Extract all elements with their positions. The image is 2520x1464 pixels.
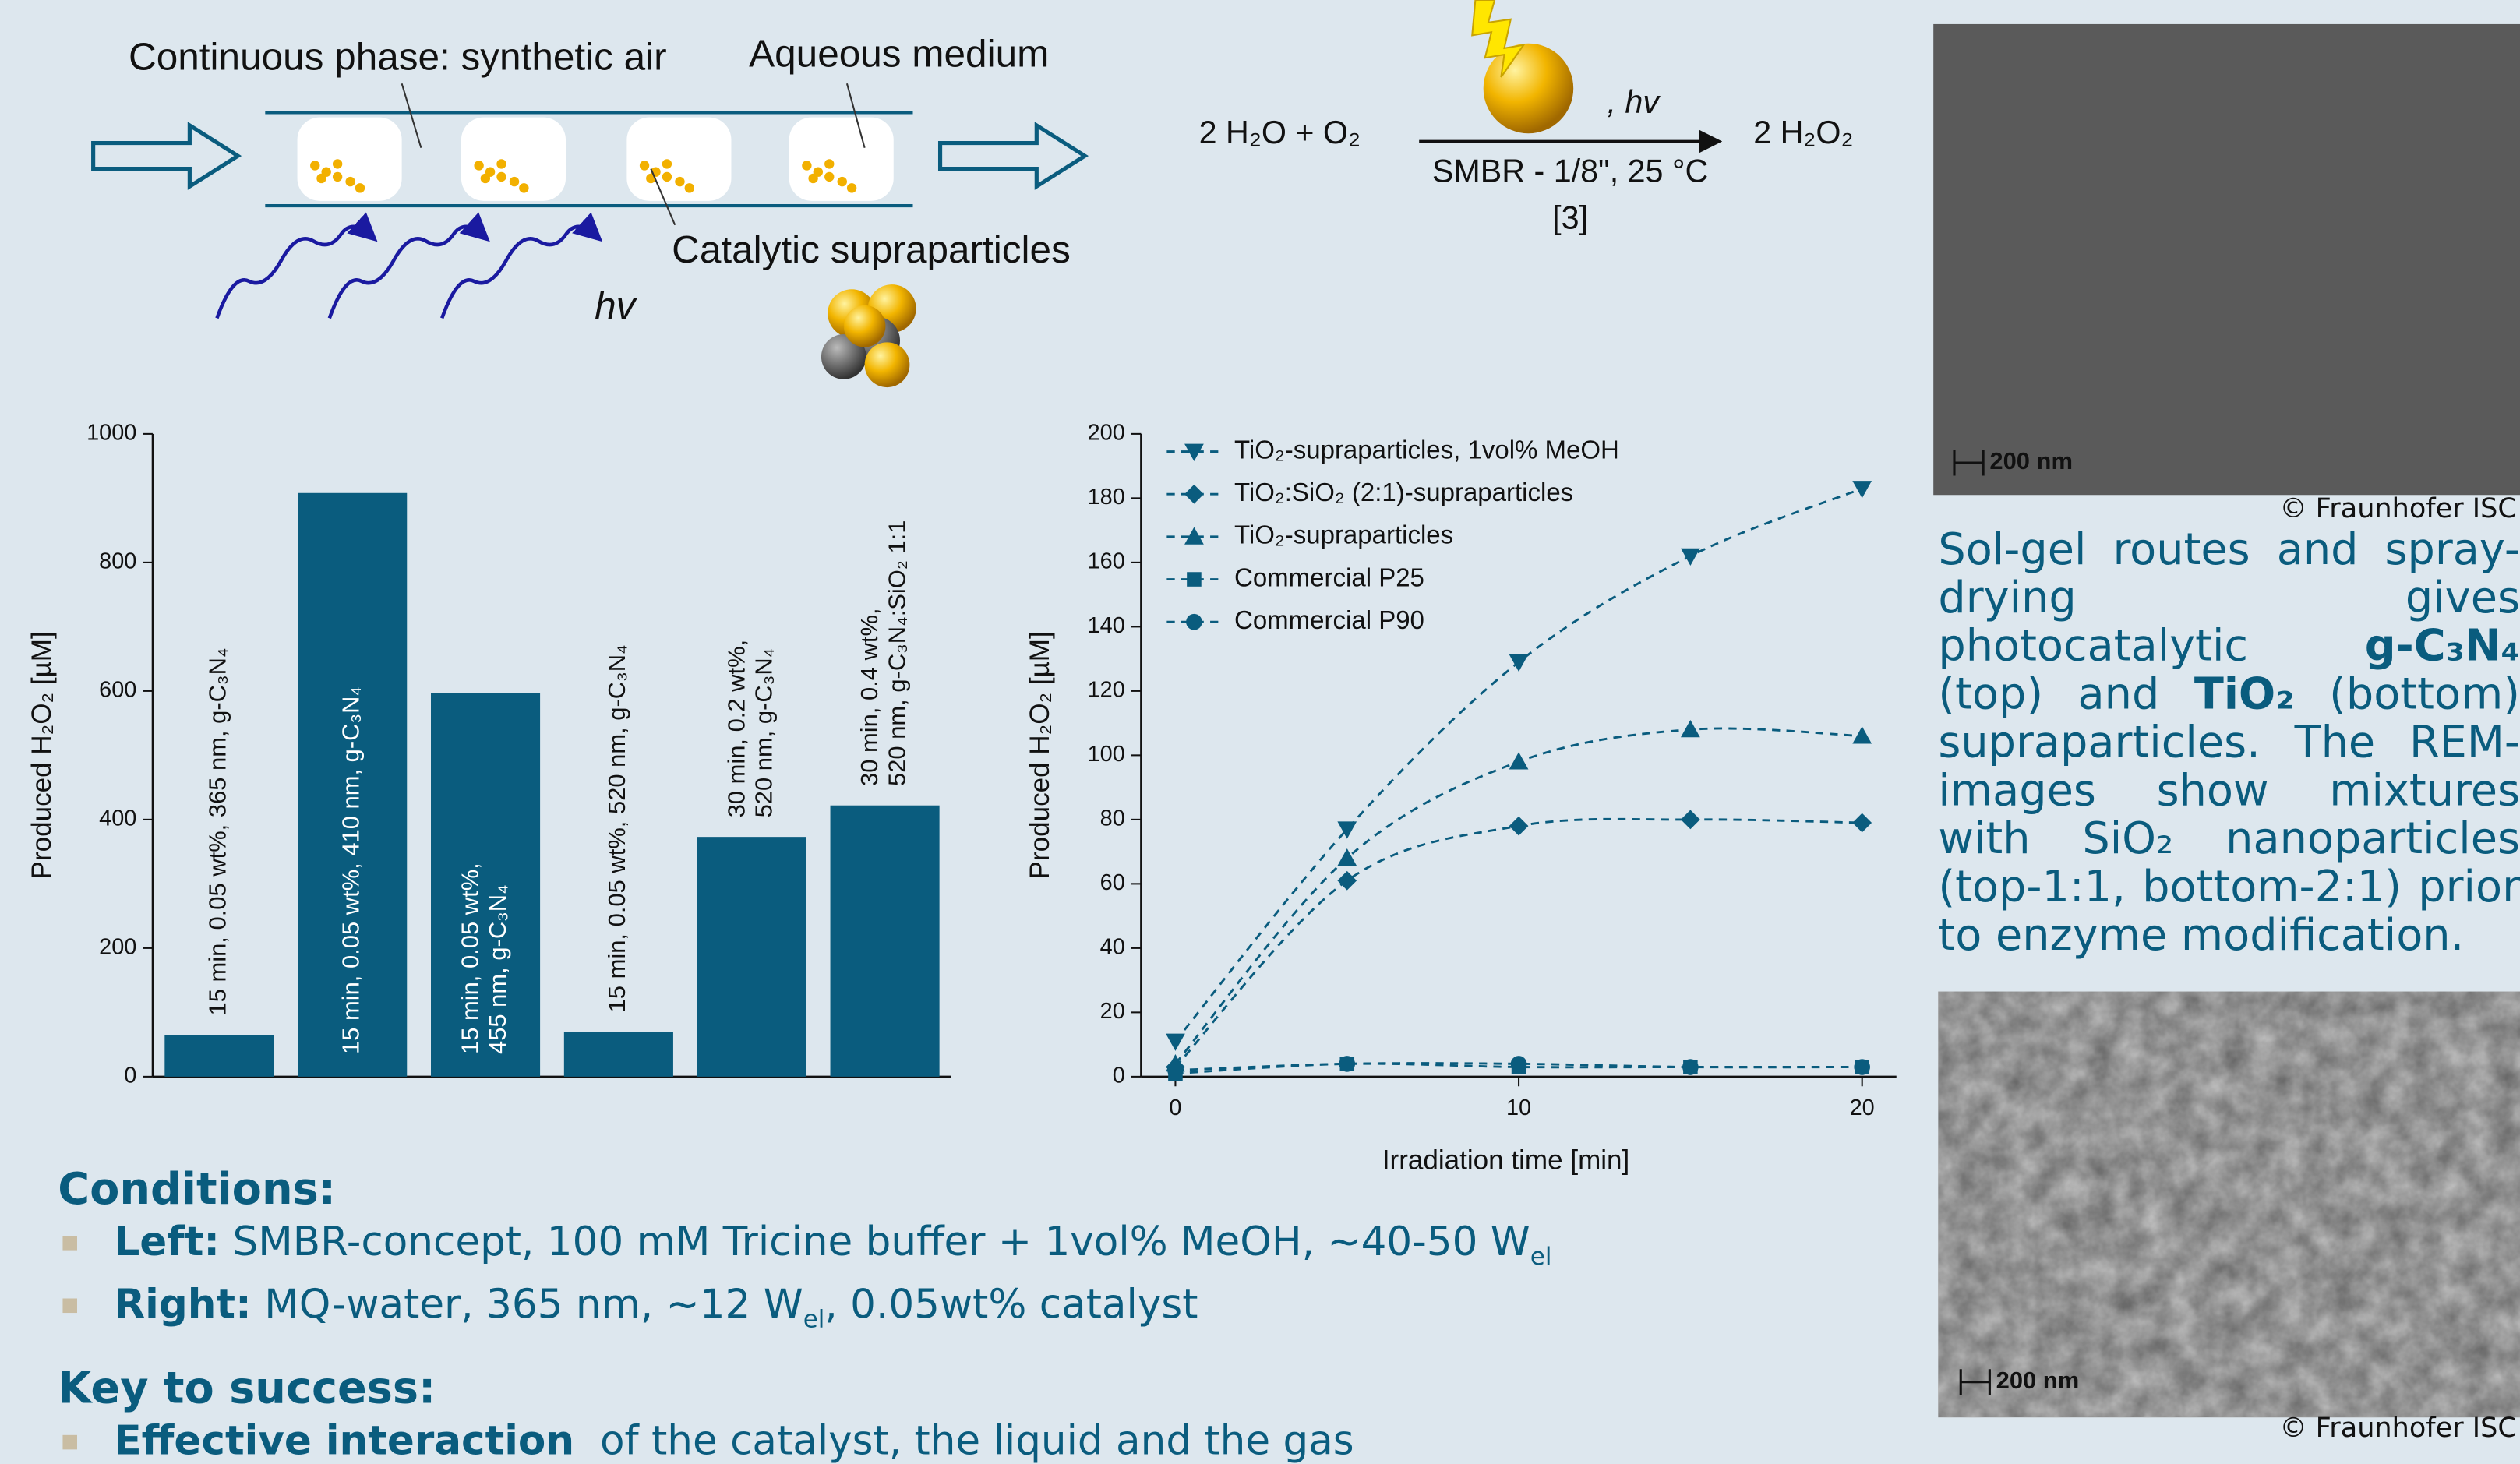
- bar: [164, 1035, 274, 1077]
- y-tick-label: 120: [1088, 678, 1125, 703]
- legend-label: Commercial P25: [1234, 563, 1424, 591]
- series-line: [1175, 819, 1862, 1067]
- y-tick-label: 1000: [86, 421, 136, 446]
- bullet: Effective interaction of the catalyst, t…: [58, 1417, 1906, 1464]
- bar-label: 520 nm, g-C₃N₄:SiO₂ 1:1: [883, 520, 910, 786]
- y-tick-label: 20: [1100, 999, 1125, 1024]
- y-tick-label: 0: [1113, 1064, 1125, 1088]
- y-tick-label: 100: [1088, 742, 1125, 767]
- sem-texture: [1938, 992, 2520, 1418]
- bar-label: 455 nm, g-C₃N₄: [484, 884, 511, 1054]
- marker: [1682, 1059, 1699, 1075]
- notes: Conditions:Left: SMBR-concept, 100 mM Tri…: [58, 1163, 1906, 1464]
- scale-label: 200 nm: [1989, 447, 2073, 474]
- bar: [697, 837, 806, 1077]
- y-tick-label: 60: [1100, 870, 1125, 895]
- marker: [1509, 654, 1529, 672]
- reactants: 2 H₂O + O₂: [1199, 115, 1361, 150]
- y-tick-label: 180: [1088, 485, 1125, 510]
- marker: [1511, 1056, 1527, 1072]
- y-tick-label: 40: [1100, 935, 1125, 960]
- text-run: (top) and: [1938, 670, 2194, 720]
- marker: [1186, 614, 1202, 630]
- marker: [1184, 485, 1204, 504]
- text-run: TiO₂: [2194, 670, 2295, 720]
- marker: [1681, 720, 1700, 737]
- marker: [1509, 752, 1529, 769]
- y-axis-label: Produced H₂O₂ [µM]: [1025, 631, 1055, 879]
- marker: [1681, 549, 1700, 566]
- series-line: [1175, 728, 1862, 1064]
- credit: © Fraunhofer ISC: [2279, 1413, 2516, 1445]
- light: , hv: [1608, 84, 1661, 120]
- y-tick-label: 600: [99, 678, 136, 703]
- y-tick-label: 400: [99, 806, 136, 831]
- marker: [1166, 1034, 1185, 1051]
- y-tick-label: 200: [99, 935, 136, 960]
- label: Aqueous medium: [749, 32, 1049, 75]
- label: Continuous phase: synthetic air: [129, 35, 667, 78]
- marker: [1681, 810, 1700, 830]
- sem-texture: [1933, 24, 2520, 495]
- label: Catalytic supraparticles: [672, 228, 1071, 271]
- x-tick-label: 0: [1169, 1095, 1181, 1120]
- marker: [1852, 726, 1872, 743]
- bar-label: 30 min, 0.2 wt%,: [722, 640, 750, 818]
- legend-label: Commercial P90: [1234, 605, 1424, 634]
- text-run: g-C₃N₄: [2365, 622, 2520, 672]
- legend-label: TiO₂-supraparticles: [1234, 520, 1453, 549]
- bar-label: 15 min, 0.05 wt%, 520 nm, g-C₃N₄: [603, 644, 630, 1012]
- bullet: Left: SMBR-concept, 100 mM Tricine buffer…: [58, 1218, 1906, 1280]
- marker: [1852, 481, 1872, 498]
- reference: [3]: [1552, 199, 1588, 235]
- bullet: Right: MQ-water, 365 nm, ~12 Wel, 0.05wt%…: [58, 1281, 1906, 1343]
- bar-label: 15 min, 0.05 wt%,: [457, 863, 484, 1054]
- y-tick-label: 800: [99, 549, 136, 574]
- legend-label: TiO₂:SiO₂ (2:1)-supraparticles: [1234, 478, 1573, 506]
- text-run: Left:: [114, 1218, 220, 1265]
- marker: [1337, 871, 1357, 891]
- poster: 200 nm 200 nm Continuous phase: syntheti…: [0, 0, 2520, 1435]
- text-run: Effective interaction: [114, 1417, 574, 1464]
- y-tick-label: 80: [1100, 806, 1125, 831]
- text-run: el: [803, 1305, 825, 1334]
- bar-label: 30 min, 0.4 wt%,: [856, 608, 883, 786]
- bar-label: 15 min, 0.05 wt%, 365 nm, g-C₃N₄: [204, 647, 231, 1015]
- bar: [831, 806, 940, 1077]
- conditions: SMBR - 1/8", 25 °C: [1432, 153, 1708, 189]
- y-tick-label: 140: [1088, 613, 1125, 638]
- text-run: of the catalyst, the liquid and the gas: [588, 1417, 1354, 1464]
- label: hv: [595, 284, 638, 327]
- bar-label: 15 min, 0.05 wt%, 410 nm, g-C₃N₄: [337, 686, 364, 1054]
- marker: [1339, 1056, 1355, 1072]
- credit: © Fraunhofer ISC: [2279, 493, 2516, 525]
- marker: [1509, 817, 1529, 836]
- reaction-art: [1419, 0, 1717, 142]
- bar: [564, 1032, 673, 1077]
- text-run: el: [1530, 1242, 1552, 1271]
- marker: [1167, 1062, 1184, 1078]
- y-tick-label: 160: [1088, 549, 1125, 574]
- scale-label: 200 nm: [1996, 1367, 2080, 1394]
- marker: [1854, 1059, 1870, 1075]
- bar-label: 520 nm, g-C₃N₄: [750, 648, 777, 818]
- y-tick-label: 0: [124, 1064, 136, 1088]
- heading: Conditions:: [58, 1163, 1906, 1218]
- x-tick-label: 20: [1850, 1095, 1875, 1120]
- y-axis-label: Produced H₂O₂ [µM]: [26, 631, 57, 879]
- text-run: , 0.05wt% catalyst: [824, 1281, 1198, 1328]
- legend-label: TiO₂-supraparticles, 1vol% MeOH: [1234, 435, 1619, 464]
- x-tick-label: 10: [1506, 1095, 1531, 1120]
- text-run: MQ-water, 365 nm, ~12 W: [264, 1281, 803, 1328]
- product: 2 H₂O₂: [1753, 115, 1853, 150]
- heading: Key to success:: [58, 1363, 1906, 1417]
- y-tick-label: 200: [1088, 421, 1125, 446]
- text-run: SMBR-concept, 100 mM Tricine buffer + 1v…: [232, 1218, 1530, 1265]
- marker: [1187, 572, 1202, 587]
- marker: [1852, 813, 1872, 833]
- description: Sol-gel routes and spray-drying gives ph…: [1938, 527, 2520, 961]
- text-run: Right:: [114, 1281, 251, 1328]
